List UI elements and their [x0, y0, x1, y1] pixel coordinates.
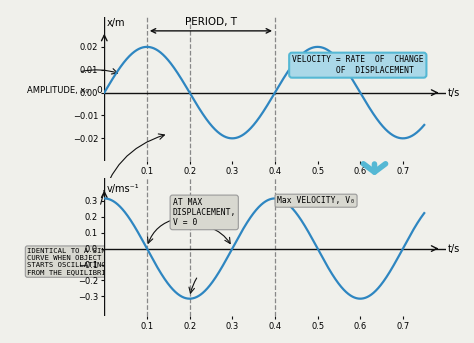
Text: v/ms⁻¹: v/ms⁻¹	[106, 184, 139, 194]
Text: AT MAX
DISPLACEMENT,
V = 0: AT MAX DISPLACEMENT, V = 0	[173, 198, 236, 227]
Text: Max VELOCITY, V₀: Max VELOCITY, V₀	[277, 196, 355, 205]
Text: 0: 0	[96, 86, 102, 95]
Text: t/s: t/s	[447, 244, 460, 253]
Text: AMPLITUDE, x₀: AMPLITUDE, x₀	[27, 86, 89, 95]
Text: x/m: x/m	[106, 18, 125, 28]
Text: PERIOD, T: PERIOD, T	[185, 17, 237, 27]
Text: IDENTICAL TO A SINE
CURVE WHEN OBJECT
STARTS OSCILLATING
FROM THE EQUILIBRIUM: IDENTICAL TO A SINE CURVE WHEN OBJECT ST…	[27, 248, 115, 275]
Text: t/s: t/s	[447, 87, 460, 98]
Text: VELOCITY = RATE  OF  CHANGE
         OF  DISPLACEMENT: VELOCITY = RATE OF CHANGE OF DISPLACEMEN…	[292, 56, 424, 75]
